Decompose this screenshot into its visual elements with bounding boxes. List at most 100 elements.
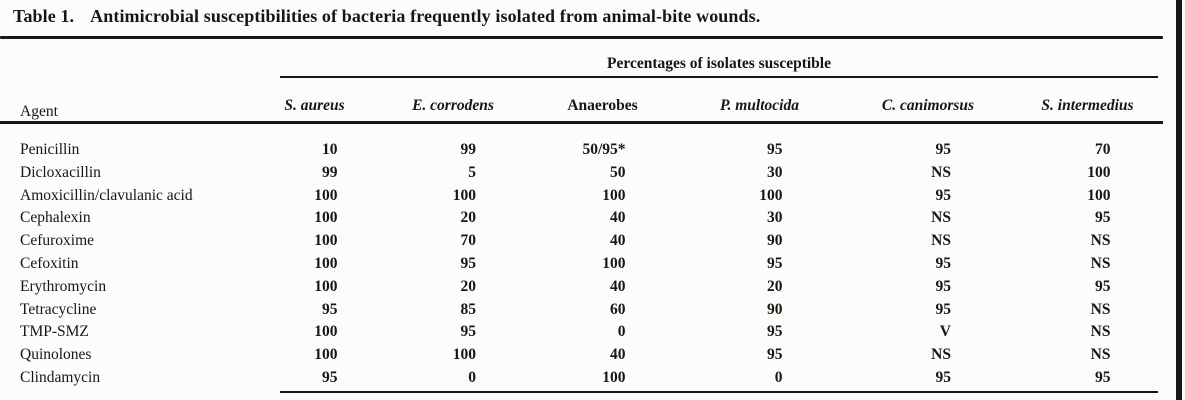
value-cell: 95 [935,368,952,386]
table-row: Tetracycline 95 85 60 90 95 NS [0,299,1160,322]
value-cell: NS [931,232,951,250]
value-cell: 40 [610,346,626,364]
value-cell: 100 [602,186,626,204]
agent-cell: Cefuroxime [20,232,95,250]
value-cell: NS [931,163,951,181]
value-cell: 100 [314,323,338,341]
table-title: Table 1. Antimicrobial susceptibilities o… [13,6,760,27]
value-cell: 40 [610,209,626,227]
table-row: Penicillin 10 99 50/95* 95 95 70 [0,139,1160,162]
agent-cell: Cephalexin [20,209,91,227]
value-cell: NS [931,209,951,227]
value-cell: 70 [1095,141,1111,158]
table-row: Amoxicillin/clavulanic acid 100 100 100 … [0,185,1160,208]
agent-cell: Clindamycin [20,368,101,386]
value-cell: 95 [935,254,952,272]
value-cell: 100 [452,346,476,364]
header-rule [0,121,1163,124]
value-cell: 95 [1095,368,1111,386]
column-header-row: S. aureus E. corrodens Anaerobes P. mult… [250,97,1160,115]
table-row: Cefuroxime 100 70 40 90 NS NS [0,230,1160,253]
value-cell: NS [931,346,951,364]
value-cell: 95 [767,323,783,341]
value-cell: 0 [468,368,476,386]
value-cell: 10 [322,141,338,158]
group-header-rule [280,76,1158,78]
value-cell: 95 [767,141,783,158]
value-cell: 100 [1087,186,1111,204]
value-cell: 85 [460,300,477,318]
column-header-s-intermedius: S. intermedius [1041,97,1134,114]
value-cell: V [939,323,951,341]
value-cell: 100 [759,186,783,204]
value-cell: NS [1090,300,1111,318]
agent-cell: Dicloxacillin [20,163,101,181]
value-cell: 95 [322,368,338,386]
value-cell: 100 [314,277,338,295]
value-cell: 50/95* [582,141,626,158]
value-cell: 100 [314,232,338,250]
value-cell: 95 [322,300,338,318]
table-title-text: Antimicrobial susceptibilities of bacter… [90,6,761,26]
agent-cell: Penicillin [20,141,80,158]
column-header-c-canimorsus: C. canimorsus [881,97,975,114]
table-number-label: Table 1. [13,6,75,26]
value-cell: 20 [460,209,477,227]
value-cell: 95 [935,300,952,318]
value-cell: 99 [460,141,477,158]
value-cell: 95 [767,346,783,364]
top-rule [0,36,1163,39]
value-cell: 95 [1095,277,1111,295]
value-cell: NS [1090,232,1111,250]
value-cell: 100 [452,186,476,204]
value-cell: 30 [767,163,783,181]
value-cell: 20 [460,277,477,295]
value-cell: 50 [610,163,626,181]
value-cell: 60 [610,300,626,318]
column-header-s-aureus: S. aureus [284,97,345,114]
value-cell: 90 [767,300,783,318]
value-cell: 20 [767,277,783,295]
value-cell: NS [1090,346,1111,364]
value-cell: 90 [767,232,783,250]
value-cell: 95 [1095,209,1111,227]
column-header-agent: Agent [20,103,58,120]
agent-cell: Amoxicillin/clavulanic acid [20,186,193,204]
table-row: Cefoxitin 100 95 100 95 95 NS [0,253,1160,276]
value-cell: 100 [602,368,626,386]
value-cell: 0 [617,323,626,341]
table-row: Erythromycin 100 20 40 20 95 95 [0,276,1160,299]
page-edge-vertical-line [1176,0,1182,400]
table-row: Quinolones 100 100 40 95 NS NS [0,344,1160,367]
agent-cell: TMP-SMZ [20,323,89,341]
table-row: Cephalexin 100 20 40 30 NS 95 [0,207,1160,230]
value-cell: 95 [767,254,783,272]
value-cell: 100 [314,254,338,272]
value-cell: 100 [314,186,338,204]
value-cell: 95 [460,323,477,341]
value-cell: 100 [1087,163,1111,181]
table-row: Clindamycin 95 0 100 0 95 95 [0,367,1160,390]
group-header: Percentages of isolates susceptible [607,55,831,72]
value-cell: 40 [610,232,626,250]
table-row: Dicloxacillin 99 5 50 30 NS 100 [0,162,1160,185]
value-cell: 100 [602,254,626,272]
column-header-anaerobes: Anaerobes [567,97,638,114]
value-cell: 99 [322,163,338,181]
value-cell: 95 [935,186,952,204]
agent-cell: Tetracycline [20,300,97,318]
agent-cell: Erythromycin [20,277,107,295]
value-cell: NS [1090,323,1111,341]
value-cell: 0 [774,368,783,386]
value-cell: 30 [767,209,783,227]
value-cell: 100 [314,209,338,227]
value-cell: 100 [314,346,338,364]
value-cell: 5 [468,163,476,181]
column-header-e-corrodens: E. corrodens [412,97,494,114]
column-header-p-multocida: P. multocida [720,97,799,114]
value-cell: 95 [935,277,952,295]
table-body: Penicillin 10 99 50/95* 95 95 70 Dicloxa… [0,131,1160,390]
value-cell: 95 [935,141,952,158]
value-cell: 70 [460,232,477,250]
